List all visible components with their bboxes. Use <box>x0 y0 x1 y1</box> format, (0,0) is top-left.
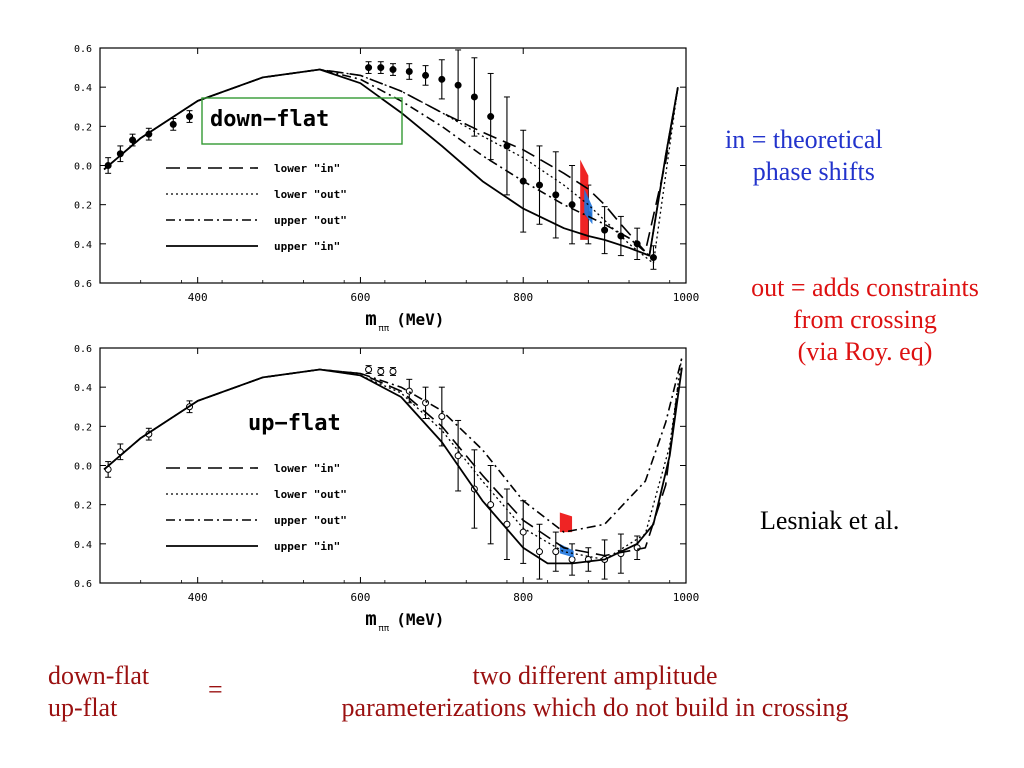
x-tick-label: 400 <box>188 591 208 604</box>
x-axis-label: m <box>365 608 376 630</box>
out-note: out = adds constraints from crossing (vi… <box>712 272 1018 368</box>
data-point <box>536 181 543 189</box>
y-tick-label: 0.4 <box>74 383 92 394</box>
x-tick-label: 600 <box>351 591 371 604</box>
y-tick-label: 0.6 <box>74 579 92 590</box>
data-point <box>568 201 576 209</box>
band-blue <box>584 189 593 225</box>
legend-label: upper "out" <box>274 514 347 527</box>
title-box <box>201 97 403 145</box>
data-point <box>365 64 373 72</box>
data-point <box>377 368 385 375</box>
footer-left-line2: up-flat <box>48 693 118 722</box>
x-axis-label-unit: (MeV) <box>396 310 444 329</box>
series-line-longdash <box>103 68 679 253</box>
data-point <box>487 113 495 121</box>
author-note: Lesniak et al. <box>760 506 900 535</box>
footer-right: two different amplitude parameterization… <box>255 660 935 724</box>
y-tick-label: 0.2 <box>74 201 92 212</box>
data-point <box>365 366 373 374</box>
series-line-dashdot <box>103 357 683 533</box>
out-note-line1: out = adds constraints <box>751 273 979 302</box>
y-tick-label: 0.0 <box>74 462 92 473</box>
out-note-line2: from crossing <box>793 305 937 334</box>
footer-right-line1: two different amplitude <box>472 661 718 690</box>
chart-title: down−flat <box>210 107 329 132</box>
footer-right-line2: parameterizations which do not build in … <box>341 693 849 722</box>
data-point <box>389 368 397 375</box>
y-tick-label: 0.4 <box>74 240 92 251</box>
data-point <box>454 81 462 89</box>
series-line-longdash <box>103 368 679 557</box>
y-tick-label: 0.2 <box>74 501 92 512</box>
x-tick-label: 1000 <box>673 591 700 604</box>
data-point <box>552 191 560 199</box>
legend-label: upper "out" <box>274 214 347 227</box>
in-note-line2: phase shifts <box>752 157 875 186</box>
data-point <box>129 136 137 144</box>
data-point <box>649 254 657 262</box>
data-point <box>422 71 430 79</box>
legend-label: lower "in" <box>274 162 340 175</box>
legend-label: lower "out" <box>274 188 347 201</box>
plot-frame <box>99 47 687 284</box>
data-point <box>377 64 385 72</box>
legend-label: upper "in" <box>274 540 340 553</box>
data-point <box>389 66 397 74</box>
y-tick-label: 0.4 <box>74 83 92 94</box>
data-point <box>519 528 527 536</box>
x-tick-label: 800 <box>513 591 533 604</box>
footer-equals: = <box>208 675 223 704</box>
x-axis-label-unit: (MeV) <box>396 610 444 629</box>
series-line-dotted <box>103 355 683 561</box>
x-tick-label: 600 <box>351 291 371 304</box>
chart-down-flat: 0.6 0.4 0.2 0.0 0.2 0.4 0.6 400 600 800 1000 m ππ (Me… <box>74 44 700 334</box>
chart-up-flat: 0.6 0.4 0.2 0.0 0.2 0.4 0.6 400 600 800 1000 m ππ (Me… <box>74 344 700 634</box>
data-point <box>601 226 609 234</box>
y-tick-label: 0.0 <box>74 162 92 173</box>
data-point <box>470 93 478 101</box>
y-tick-label: 0.6 <box>74 44 92 55</box>
series-line-solid <box>103 68 679 257</box>
plot-frame <box>99 347 687 584</box>
x-axis-label: m <box>365 308 376 330</box>
data-point <box>438 413 446 421</box>
series-line-solid <box>103 367 683 565</box>
out-note-line3: (via Roy. eq) <box>797 337 933 366</box>
legend-label: upper "in" <box>274 240 340 253</box>
data-point <box>169 120 177 128</box>
data-point <box>487 501 495 509</box>
data-point <box>405 387 413 395</box>
x-tick-label: 800 <box>513 291 533 304</box>
y-tick-label: 0.6 <box>74 279 92 290</box>
x-tick-label: 400 <box>188 291 208 304</box>
y-tick-label: 0.4 <box>74 540 92 551</box>
data-point <box>438 75 446 83</box>
legend-label: lower "in" <box>274 462 340 475</box>
footer-left: down-flat up-flat <box>48 660 149 724</box>
data-point <box>186 113 194 121</box>
data-point <box>454 452 462 460</box>
data-point <box>536 548 543 556</box>
data-point <box>405 68 413 75</box>
x-tick-label: 1000 <box>673 291 700 304</box>
in-note: in = theoretical phase shifts <box>725 124 883 188</box>
x-axis-label-subscript: ππ <box>378 624 389 634</box>
y-tick-label: 0.6 <box>74 344 92 355</box>
legend-label: lower "out" <box>274 488 347 501</box>
y-tick-label: 0.2 <box>74 122 92 133</box>
band-red <box>559 512 573 533</box>
y-tick-label: 0.2 <box>74 422 92 433</box>
data-point <box>552 548 560 556</box>
data-point <box>568 556 576 563</box>
footer-left-line1: down-flat <box>48 661 150 690</box>
in-note-line1: in = theoretical <box>725 125 883 154</box>
x-axis-label-subscript: ππ <box>378 324 389 334</box>
data-point <box>422 399 430 407</box>
chart-title: up−flat <box>248 411 341 436</box>
